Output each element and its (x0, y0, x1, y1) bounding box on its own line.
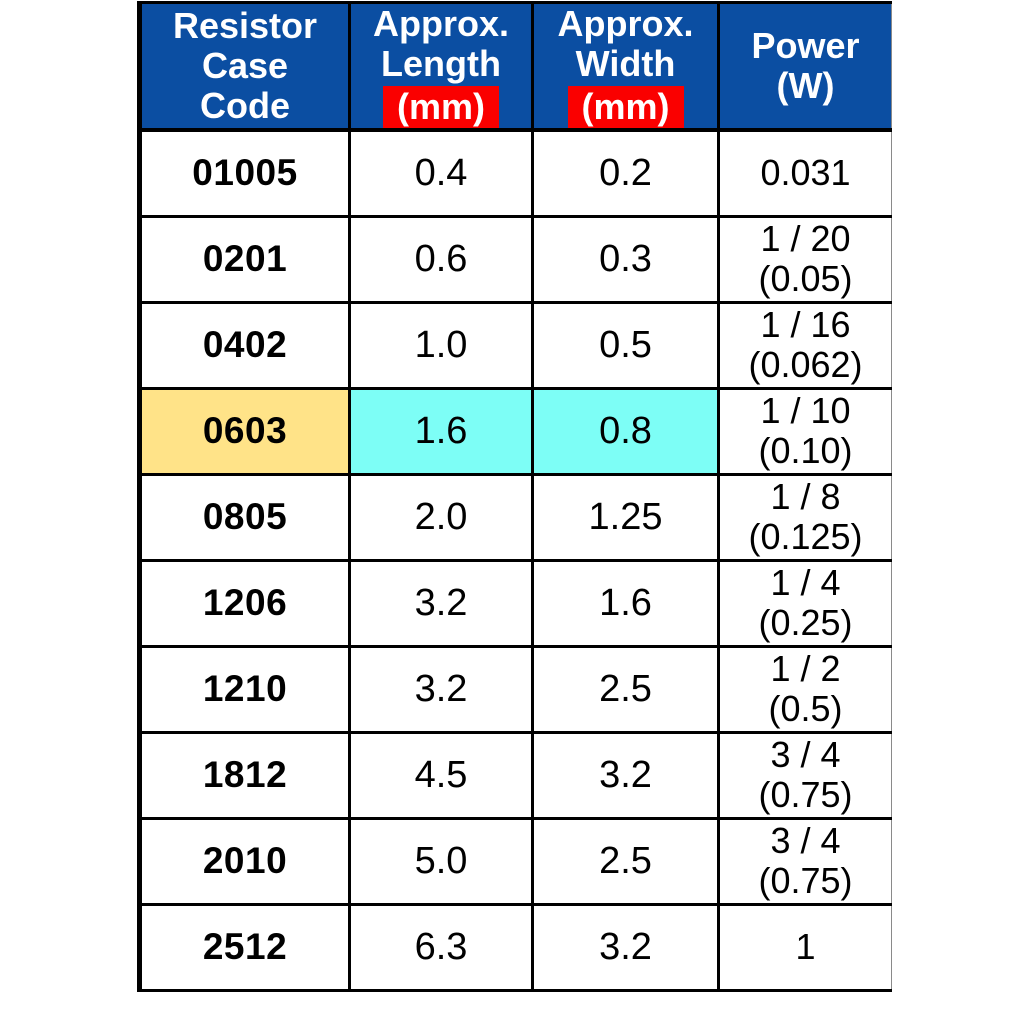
cell-length-mm: 0.6 (348, 214, 534, 304)
cell-width-mm: 0.8 (531, 386, 720, 476)
col-header-approx-length: Approx. Length (mm) (348, 1, 534, 132)
power-value-line: 1 / 2 (770, 648, 841, 689)
power-value-line: 1 / 4 (770, 562, 841, 603)
header-line: (W) (776, 65, 835, 106)
table-row: 0402 1.0 0.5 1 / 16 (0.062) (137, 300, 892, 390)
power-value-line: (0.75) (758, 860, 853, 901)
header-line: Approx. (557, 3, 694, 44)
header-line: Approx. (372, 3, 509, 44)
table-row: 01005 0.4 0.2 0.031 (137, 128, 892, 218)
cell-case-code: 0201 (137, 214, 351, 304)
cell-case-code: 0603 (137, 386, 351, 476)
cell-case-code: 0402 (137, 300, 351, 390)
cell-case-code: 1210 (137, 644, 351, 734)
power-value-line: (0.05) (758, 258, 853, 299)
table-row: 1206 3.2 1.6 1 / 4 (0.25) (137, 558, 892, 648)
table-body: 01005 0.4 0.2 0.031 0201 0.6 0.3 1 / 20(… (137, 128, 892, 992)
cell-width-mm: 0.3 (531, 214, 720, 304)
cell-power-w: 1 / 10 (0.10) (717, 386, 892, 476)
cell-length-mm: 1.6 (348, 386, 534, 476)
cell-case-code: 01005 (137, 128, 351, 218)
power-value-line: (0.10) (758, 430, 853, 471)
header-line: Power (751, 25, 860, 66)
cell-case-code: 2512 (137, 902, 351, 992)
cell-length-mm: 0.4 (348, 128, 534, 218)
cell-power-w: 1 / 8 (0.125) (717, 472, 892, 562)
cell-length-mm: 6.3 (348, 902, 534, 992)
col-header-resistor-case-code: Resistor Case Code (137, 1, 351, 132)
cell-length-mm: 3.2 (348, 558, 534, 648)
power-value-line: 1 / 8 (770, 476, 841, 517)
cell-power-w: 1 / 2 (0.5) (717, 644, 892, 734)
cell-power-w: 1 / 4 (0.25) (717, 558, 892, 648)
cell-width-mm: 0.5 (531, 300, 720, 390)
cell-length-mm: 5.0 (348, 816, 534, 906)
power-value-line: 1 (795, 926, 816, 967)
header-line: Resistor (172, 5, 318, 46)
header-line: Case (201, 45, 289, 86)
table-row: 2512 6.3 3.2 1 (137, 902, 892, 992)
power-value-line: (0.5) (768, 688, 843, 729)
cell-width-mm: 2.5 (531, 816, 720, 906)
table-header: Resistor Case Code Approx. Length (mm) A… (137, 1, 892, 132)
cell-width-mm: 0.2 (531, 128, 720, 218)
cell-case-code: 1206 (137, 558, 351, 648)
cell-case-code: 1812 (137, 730, 351, 820)
resistor-size-table: Resistor Case Code Approx. Length (mm) A… (137, 1, 892, 992)
cell-power-w: 1 (717, 902, 892, 992)
power-value-line: 1 / 20 (760, 218, 851, 259)
table-row: 1812 4.5 3.2 3 / 4 (0.75) (137, 730, 892, 820)
cell-case-code: 0805 (137, 472, 351, 562)
header-row: Resistor Case Code Approx. Length (mm) A… (137, 1, 892, 132)
cell-width-mm: 1.6 (531, 558, 720, 648)
cell-power-w: 3 / 4 (0.75) (717, 816, 892, 906)
cell-power-w: 1 / 16 (0.062) (717, 300, 892, 390)
cell-length-mm: 1.0 (348, 300, 534, 390)
power-value-line: 0.031 (760, 152, 851, 194)
power-value-line: 3 / 4 (770, 734, 841, 775)
cell-width-mm: 3.2 (531, 730, 720, 820)
cell-width-mm: 1.25 (531, 472, 720, 562)
power-value-line: 1 / 16 (760, 304, 851, 345)
cell-power-w: 0.031 (717, 128, 892, 218)
cell-power-w: 1 / 20 (0.05) (717, 214, 892, 304)
table-row: 0201 0.6 0.3 1 / 20 (0.05) (137, 214, 892, 304)
cell-width-mm: 2.5 (531, 644, 720, 734)
cell-length-mm: 3.2 (348, 644, 534, 734)
power-value-line: (0.75) (758, 774, 853, 815)
table-row: 0805 2.0 1.25 1 / 8 (0.125) (137, 472, 892, 562)
table-row: 0603 1.6 0.8 1 / 10 (0.10) (137, 386, 892, 476)
power-value-line: 3 / 4 (770, 820, 841, 861)
table-row: 1210 3.2 2.5 1 / 2 (0.5) (137, 644, 892, 734)
mm-unit-badge-width: (mm) (567, 86, 684, 127)
header-line: Length (381, 43, 501, 84)
cell-length-mm: 4.5 (348, 730, 534, 820)
header-line: Code (200, 85, 290, 126)
mm-unit-badge-length: (mm) (383, 86, 499, 127)
cell-length-mm: 2.0 (348, 472, 534, 562)
power-value-line: (0.125) (748, 516, 863, 557)
power-value-line: (0.062) (748, 344, 863, 385)
header-line: Width (575, 43, 676, 84)
table-row: 2010 5.0 2.5 3 / 4 (0.75) (137, 816, 892, 906)
col-header-approx-width: Approx. Width (mm) (531, 1, 720, 132)
power-value-line: 1 / 10 (760, 390, 851, 431)
cell-case-code: 2010 (137, 816, 351, 906)
cell-width-mm: 3.2 (531, 902, 720, 992)
power-value-line: (0.25) (758, 602, 853, 643)
col-header-power: Power (W) (717, 1, 892, 132)
cell-power-w: 3 / 4 (0.75) (717, 730, 892, 820)
